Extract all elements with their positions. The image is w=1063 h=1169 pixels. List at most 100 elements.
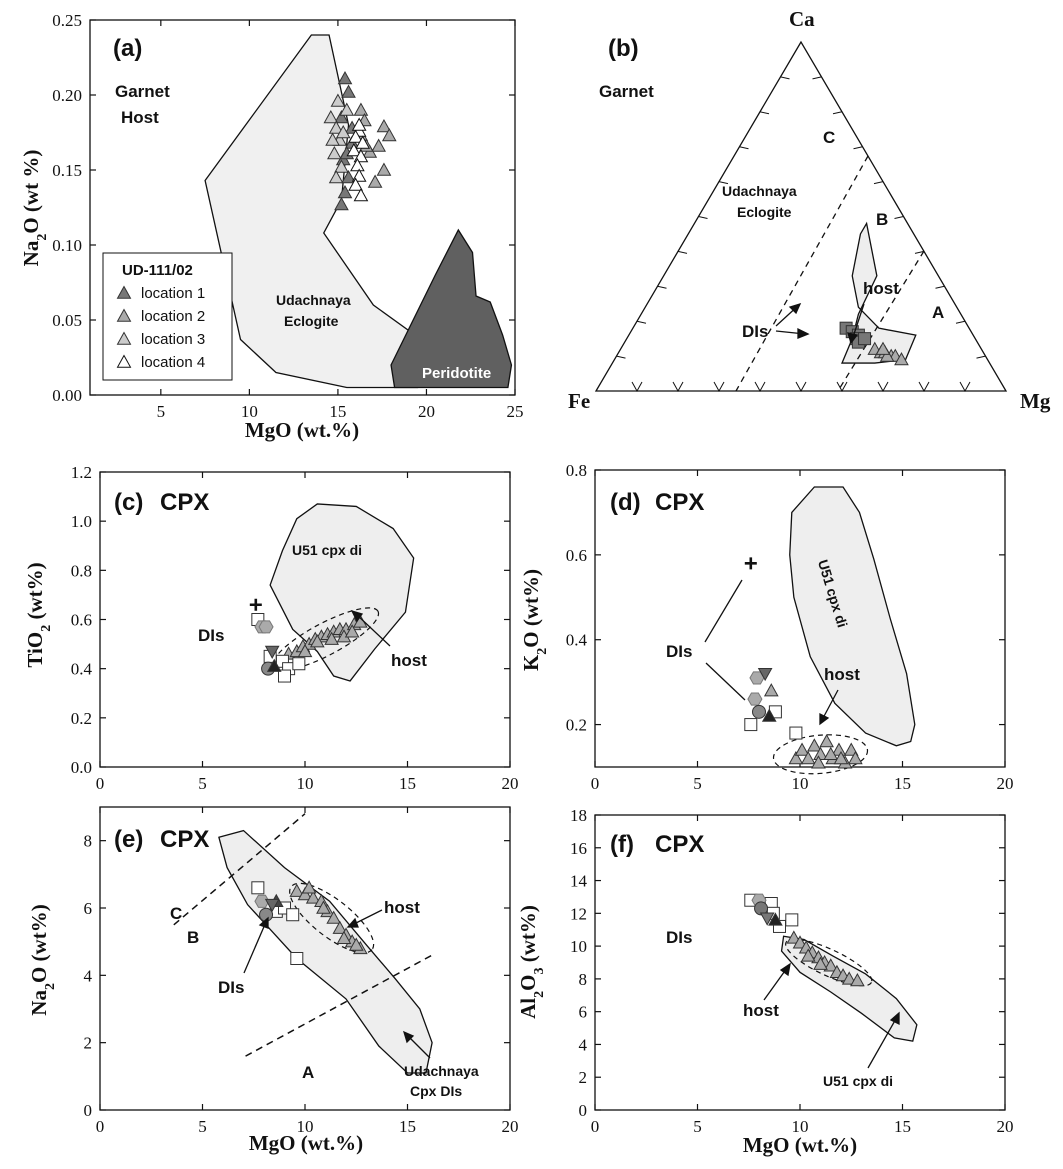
field-u51-cpx-di	[269, 503, 415, 682]
data-point-location-3	[323, 109, 339, 124]
zone-label-c: C	[823, 128, 835, 147]
data-point-host	[879, 348, 895, 362]
ternary-tick	[795, 381, 807, 393]
panel-f-label: (f)	[610, 831, 634, 858]
data-point-dis	[759, 912, 775, 926]
x-tick-label: 25	[507, 402, 524, 421]
panel-f-subtitle: CPX	[655, 831, 704, 858]
y-tick-label: 0	[579, 1101, 588, 1120]
panel-e-subtitle: CPX	[160, 826, 209, 853]
panel-d-label: (d)	[610, 489, 641, 516]
field-label-udachnaya-line2: Cpx DIs	[410, 1083, 462, 1099]
data-point-host	[848, 750, 863, 765]
field-label-peridotite: Peridotite	[422, 365, 491, 382]
ternary-tick	[853, 146, 863, 150]
data-point-dis	[254, 894, 270, 908]
x-tick-label: 10	[297, 1117, 314, 1136]
field-udachnaya-eclogite	[204, 34, 428, 389]
ternary-tick	[636, 320, 647, 324]
field-label-udachnaya-line1: Udachnaya	[276, 292, 351, 308]
y-tick-label: 0.4	[71, 660, 93, 679]
legend-label-3: location 3	[141, 331, 205, 348]
y-tick-label: 0.0	[71, 758, 92, 777]
data-point-location-2	[376, 118, 392, 133]
zone-label-a: A	[932, 303, 944, 322]
y-tick-label: 0.10	[52, 236, 82, 255]
data-point-location-3	[335, 124, 351, 139]
x-tick-label: 20	[502, 1117, 519, 1136]
x-tick-label: 5	[198, 1117, 207, 1136]
y-tick-label: 0.6	[566, 546, 587, 565]
data-point-dis	[251, 881, 265, 895]
ternary-tick	[759, 111, 770, 115]
pointer-arrows	[350, 609, 391, 647]
data-point-location-4	[348, 129, 363, 143]
data-point-dis	[757, 667, 773, 682]
x-tick-label: 15	[329, 402, 346, 421]
data-point-dis	[752, 704, 766, 719]
data-point-location-3	[327, 145, 342, 160]
y-tick-label: 16	[570, 839, 587, 858]
annotation-dis: DIs	[198, 626, 224, 645]
y-tick-label: 0.4	[566, 631, 588, 650]
panel-d-subtitle: CPX	[655, 489, 704, 516]
data-point-dis	[768, 912, 783, 926]
data-point-dis	[747, 692, 763, 706]
x-tick-label: 10	[297, 774, 314, 793]
panel-a: 5 10 15 20 25 0.00 0.05 0.10 0.15 0.20 0.25 (a) Ga…	[19, 11, 524, 442]
apex-mg: Mg	[1020, 389, 1051, 413]
data-point-location-3	[328, 169, 344, 184]
pointer-arrows	[704, 579, 839, 726]
y-tick-label: 12	[570, 904, 587, 923]
panel-f-ylabel: Al2O3 (wt%)	[516, 905, 547, 1019]
panel-b: (b) Garnet Ca Fe Mg C B A Udachnaya Eclo…	[568, 7, 1051, 413]
field-udachnaya-cpx-dis	[218, 829, 433, 1074]
annotation-host: host	[384, 898, 420, 917]
data-point-dis	[278, 669, 291, 683]
data-point-host	[324, 631, 339, 645]
ternary-tick	[631, 381, 643, 393]
data-point-location-4	[353, 187, 369, 202]
pointer-arrows	[775, 302, 865, 345]
data-point-host	[807, 738, 822, 752]
annotation-host: host	[743, 1001, 779, 1020]
x-tick-label: 15	[894, 1117, 911, 1136]
data-point-location-4	[351, 117, 367, 131]
x-tick-label: 5	[693, 1117, 702, 1136]
data-point-host	[823, 746, 839, 760]
zone-label-b: B	[876, 210, 888, 229]
panel-a-subtitle-line1: Garnet	[115, 82, 170, 101]
data-point-location-1	[337, 70, 353, 85]
pointer-arrows	[763, 962, 900, 1069]
y-tick-label: 0.2	[71, 709, 92, 728]
data-point-host	[326, 910, 342, 924]
panel-c-label: (c)	[114, 489, 143, 516]
x-tick-label: 15	[399, 1117, 416, 1136]
panel-e-label: (e)	[114, 826, 143, 853]
x-tick-label: 0	[96, 1117, 105, 1136]
data-point-location-4	[348, 177, 363, 191]
x-tick-label: 5	[693, 774, 702, 793]
field-u51-cpx-di	[789, 486, 916, 747]
panel-f: 0 5 10 15 20 0 2 4 6 8 10 12 14 16 18 (f) CPX DIs host…	[516, 806, 1014, 1157]
x-tick-label: 10	[792, 1117, 809, 1136]
panel-d-ylabel: K2O (wt%)	[519, 569, 550, 671]
ternary-tick	[877, 381, 889, 393]
legend-marker-4	[116, 354, 132, 368]
ternary-tick	[698, 216, 708, 219]
annotation-dis: DIs	[666, 642, 692, 661]
data-point-location-3	[328, 120, 344, 134]
data-point-host	[301, 880, 317, 894]
ternary-tick	[672, 381, 684, 393]
data-point-location-3	[325, 132, 340, 146]
legend-label-4: location 4	[141, 354, 205, 371]
ternary-tick	[754, 381, 766, 393]
x-tick-label: 0	[96, 774, 105, 793]
y-tick-label: 18	[570, 806, 587, 825]
legend-marker-3	[116, 331, 132, 345]
pointer-arrows	[243, 909, 431, 1059]
data-point-location-1	[337, 184, 353, 199]
data-point-dis	[292, 657, 306, 671]
annotation-dis: DIs	[218, 978, 244, 997]
